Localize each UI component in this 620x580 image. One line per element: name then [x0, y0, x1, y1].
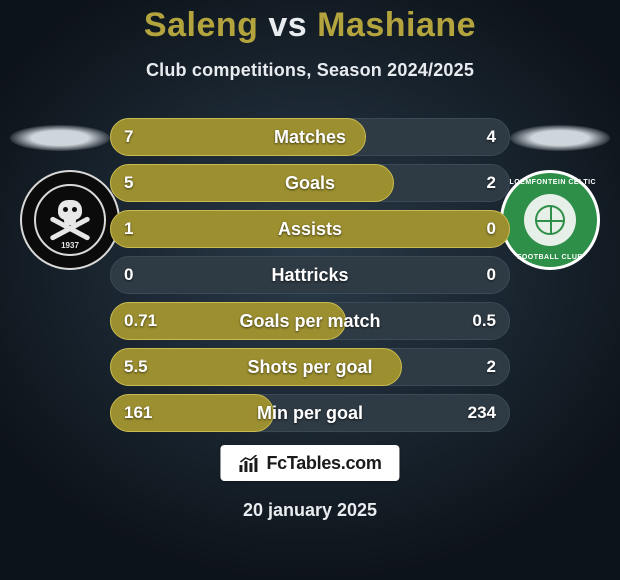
bar-fill-left [110, 302, 346, 340]
club-crest-right: BLOEMFONTEIN CELTIC FOOTBALL CLUB [500, 170, 600, 270]
brand-text: FcTables.com [266, 453, 381, 474]
bar-fill-left [110, 164, 394, 202]
stat-row: Assists10 [110, 210, 510, 248]
stat-row: Goals per match0.710.5 [110, 302, 510, 340]
celtic-top-text: BLOEMFONTEIN CELTIC [503, 179, 597, 186]
player2-name: Mashiane [317, 6, 476, 44]
brand-badge: FcTables.com [220, 445, 399, 481]
stat-bars: Matches74 Goals52 Assists10 Hattricks00 Goal… [110, 118, 510, 440]
brand-chart-icon [238, 455, 260, 473]
pirates-crest-inner: 1937 [34, 184, 106, 256]
crest-year: 1937 [36, 241, 104, 250]
subtitle: Club competitions, Season 2024/2025 [0, 60, 620, 81]
stat-row: Hattricks00 [110, 256, 510, 294]
player1-name: Saleng [144, 6, 258, 44]
stat-row: Min per goal161234 [110, 394, 510, 432]
celtic-crest-inner [524, 194, 576, 246]
stat-row: Goals52 [110, 164, 510, 202]
stat-row: Shots per goal5.52 [110, 348, 510, 386]
title-vs: vs [268, 6, 307, 44]
ball-icon [535, 205, 565, 235]
page-title: Saleng vs Mashiane [0, 6, 620, 45]
stat-row: Matches74 [110, 118, 510, 156]
bar-fill-left [110, 210, 510, 248]
crest-shadow-right [510, 125, 610, 151]
date-line: 20 january 2025 [0, 500, 620, 521]
club-crest-left: 1937 [20, 170, 120, 270]
bar-fill-left [110, 118, 366, 156]
pirates-crest-outer: 1937 [20, 170, 120, 270]
skull-icon [48, 198, 92, 242]
comparison-card: Saleng vs Mashiane Club competitions, Se… [0, 0, 620, 580]
celtic-bottom-text: FOOTBALL CLUB [503, 254, 597, 261]
bar-fill-left [110, 348, 402, 386]
celtic-crest-outer: BLOEMFONTEIN CELTIC FOOTBALL CLUB [500, 170, 600, 270]
bar-track [110, 256, 510, 294]
bar-fill-left [110, 394, 274, 432]
crest-shadow-left [10, 125, 110, 151]
